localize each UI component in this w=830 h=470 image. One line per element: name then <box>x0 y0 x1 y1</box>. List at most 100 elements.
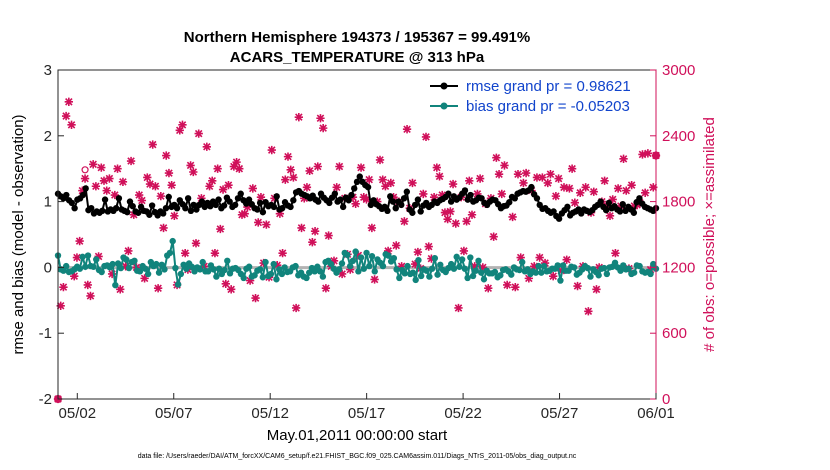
obs-assimilated-mark <box>581 183 590 192</box>
bias-point <box>363 249 370 257</box>
obs-assimilated-mark <box>362 195 371 204</box>
obs-assimilated-mark <box>365 175 374 184</box>
obs-assimilated-mark <box>462 217 471 226</box>
rmse-point <box>198 198 206 205</box>
obs-assimilated-mark <box>567 164 577 173</box>
bias-point <box>267 270 275 278</box>
bias-point <box>259 274 266 281</box>
obs-assimilated-mark <box>500 161 509 170</box>
obs-assimilated-mark <box>386 178 395 188</box>
bias-point <box>650 260 657 268</box>
obs-assimilated-mark <box>451 219 460 228</box>
rmse-point <box>88 204 95 212</box>
rmse-point <box>403 188 411 195</box>
obs-assimilated-mark <box>321 284 331 293</box>
bias-point <box>379 262 387 270</box>
obs-assimilated-mark <box>378 175 387 184</box>
bias-point <box>456 263 463 270</box>
bias-point <box>172 264 179 272</box>
obs-assimilated-mark <box>294 112 303 122</box>
obs-assimilated-mark <box>291 303 301 313</box>
bias-point <box>603 270 611 278</box>
obs-assimilated-mark <box>248 184 257 193</box>
obs-assimilated-mark <box>72 253 82 262</box>
obs-assimilated-mark <box>516 253 525 262</box>
right-axis-tick-label: 1800 <box>662 194 695 211</box>
chart-subtitle: ACARS_TEMPERATURE @ 313 hPa <box>230 49 485 66</box>
obs-assimilated-mark <box>197 194 206 203</box>
bias-point <box>415 256 422 264</box>
obs-assimilated-mark <box>205 182 214 191</box>
obs-assimilated-mark <box>432 163 441 172</box>
rmse-point <box>400 195 408 202</box>
bias-point <box>90 263 97 270</box>
obs-assimilated-mark <box>324 231 333 240</box>
rmse-point <box>112 204 120 212</box>
obs-assimilated-mark <box>641 188 650 197</box>
left-axis-tick-label: 2 <box>44 128 52 145</box>
obs-assimilated-mark <box>530 262 539 271</box>
obs-assimilated-mark <box>159 223 168 233</box>
bias-point <box>396 274 403 282</box>
obs-assimilated-mark <box>129 210 138 219</box>
bias-point <box>125 264 133 272</box>
rmse-point <box>270 203 278 211</box>
obs-assimilated-mark <box>383 246 393 256</box>
rmse-point <box>207 203 214 210</box>
left-axis-tick-label: 3 <box>44 62 52 79</box>
obs-assimilated-mark <box>638 150 647 159</box>
bias-point <box>475 257 482 265</box>
bias-point <box>535 262 542 270</box>
rmse-point <box>464 196 471 203</box>
obs-assimilated-mark <box>513 170 523 179</box>
rmse-point <box>63 191 70 199</box>
obs-assimilated-mark <box>465 176 474 185</box>
obs-assimilated-mark <box>256 193 266 202</box>
rmse-point <box>146 211 153 218</box>
bias-point <box>371 268 378 275</box>
obs-assimilated-mark <box>573 281 582 291</box>
bias-point <box>595 272 602 279</box>
obs-assimilated-mark <box>86 291 95 301</box>
bias-point <box>224 257 231 265</box>
right-axis-tick-label: 3000 <box>662 62 695 79</box>
bias-point <box>538 269 545 276</box>
bias-point <box>76 265 84 272</box>
legend-box <box>425 76 647 118</box>
rmse-point <box>234 195 242 202</box>
obs-assimilated-mark <box>411 259 420 269</box>
obs-assimilated-mark <box>235 164 244 173</box>
obs-assimilated-mark <box>64 97 73 106</box>
obs-assimilated-mark <box>251 293 260 303</box>
bias-point <box>480 276 488 283</box>
rmse-point <box>348 191 355 199</box>
obs-assimilated-mark <box>262 220 271 229</box>
bias-point <box>532 269 540 276</box>
bias-point <box>84 252 92 259</box>
bias-point <box>117 264 125 272</box>
rmse-point <box>290 197 297 204</box>
series-obs-assimilated <box>53 97 661 404</box>
bias-point <box>114 260 122 267</box>
rmse-point <box>389 198 397 205</box>
bias-point <box>404 262 411 270</box>
rmse-point <box>82 185 89 192</box>
rmse-point <box>364 183 372 191</box>
obs-assimilated-mark <box>438 190 447 200</box>
bias-point <box>478 269 485 276</box>
rmse-point <box>160 210 167 217</box>
obs-assimilated-mark <box>308 238 317 247</box>
obs-assimilated-mark <box>540 258 550 268</box>
bias-point <box>240 274 247 282</box>
obs-assimilated-mark <box>237 210 247 219</box>
bias-point <box>177 270 185 278</box>
obs-assimilated-mark <box>538 173 547 182</box>
obs-assimilated-mark <box>245 276 255 285</box>
bias-point <box>158 261 165 268</box>
bias-point <box>647 270 654 278</box>
bias-point <box>434 271 441 278</box>
bias-point <box>524 266 531 273</box>
bias-point <box>314 263 321 270</box>
obs-assimilated-mark <box>619 154 628 163</box>
